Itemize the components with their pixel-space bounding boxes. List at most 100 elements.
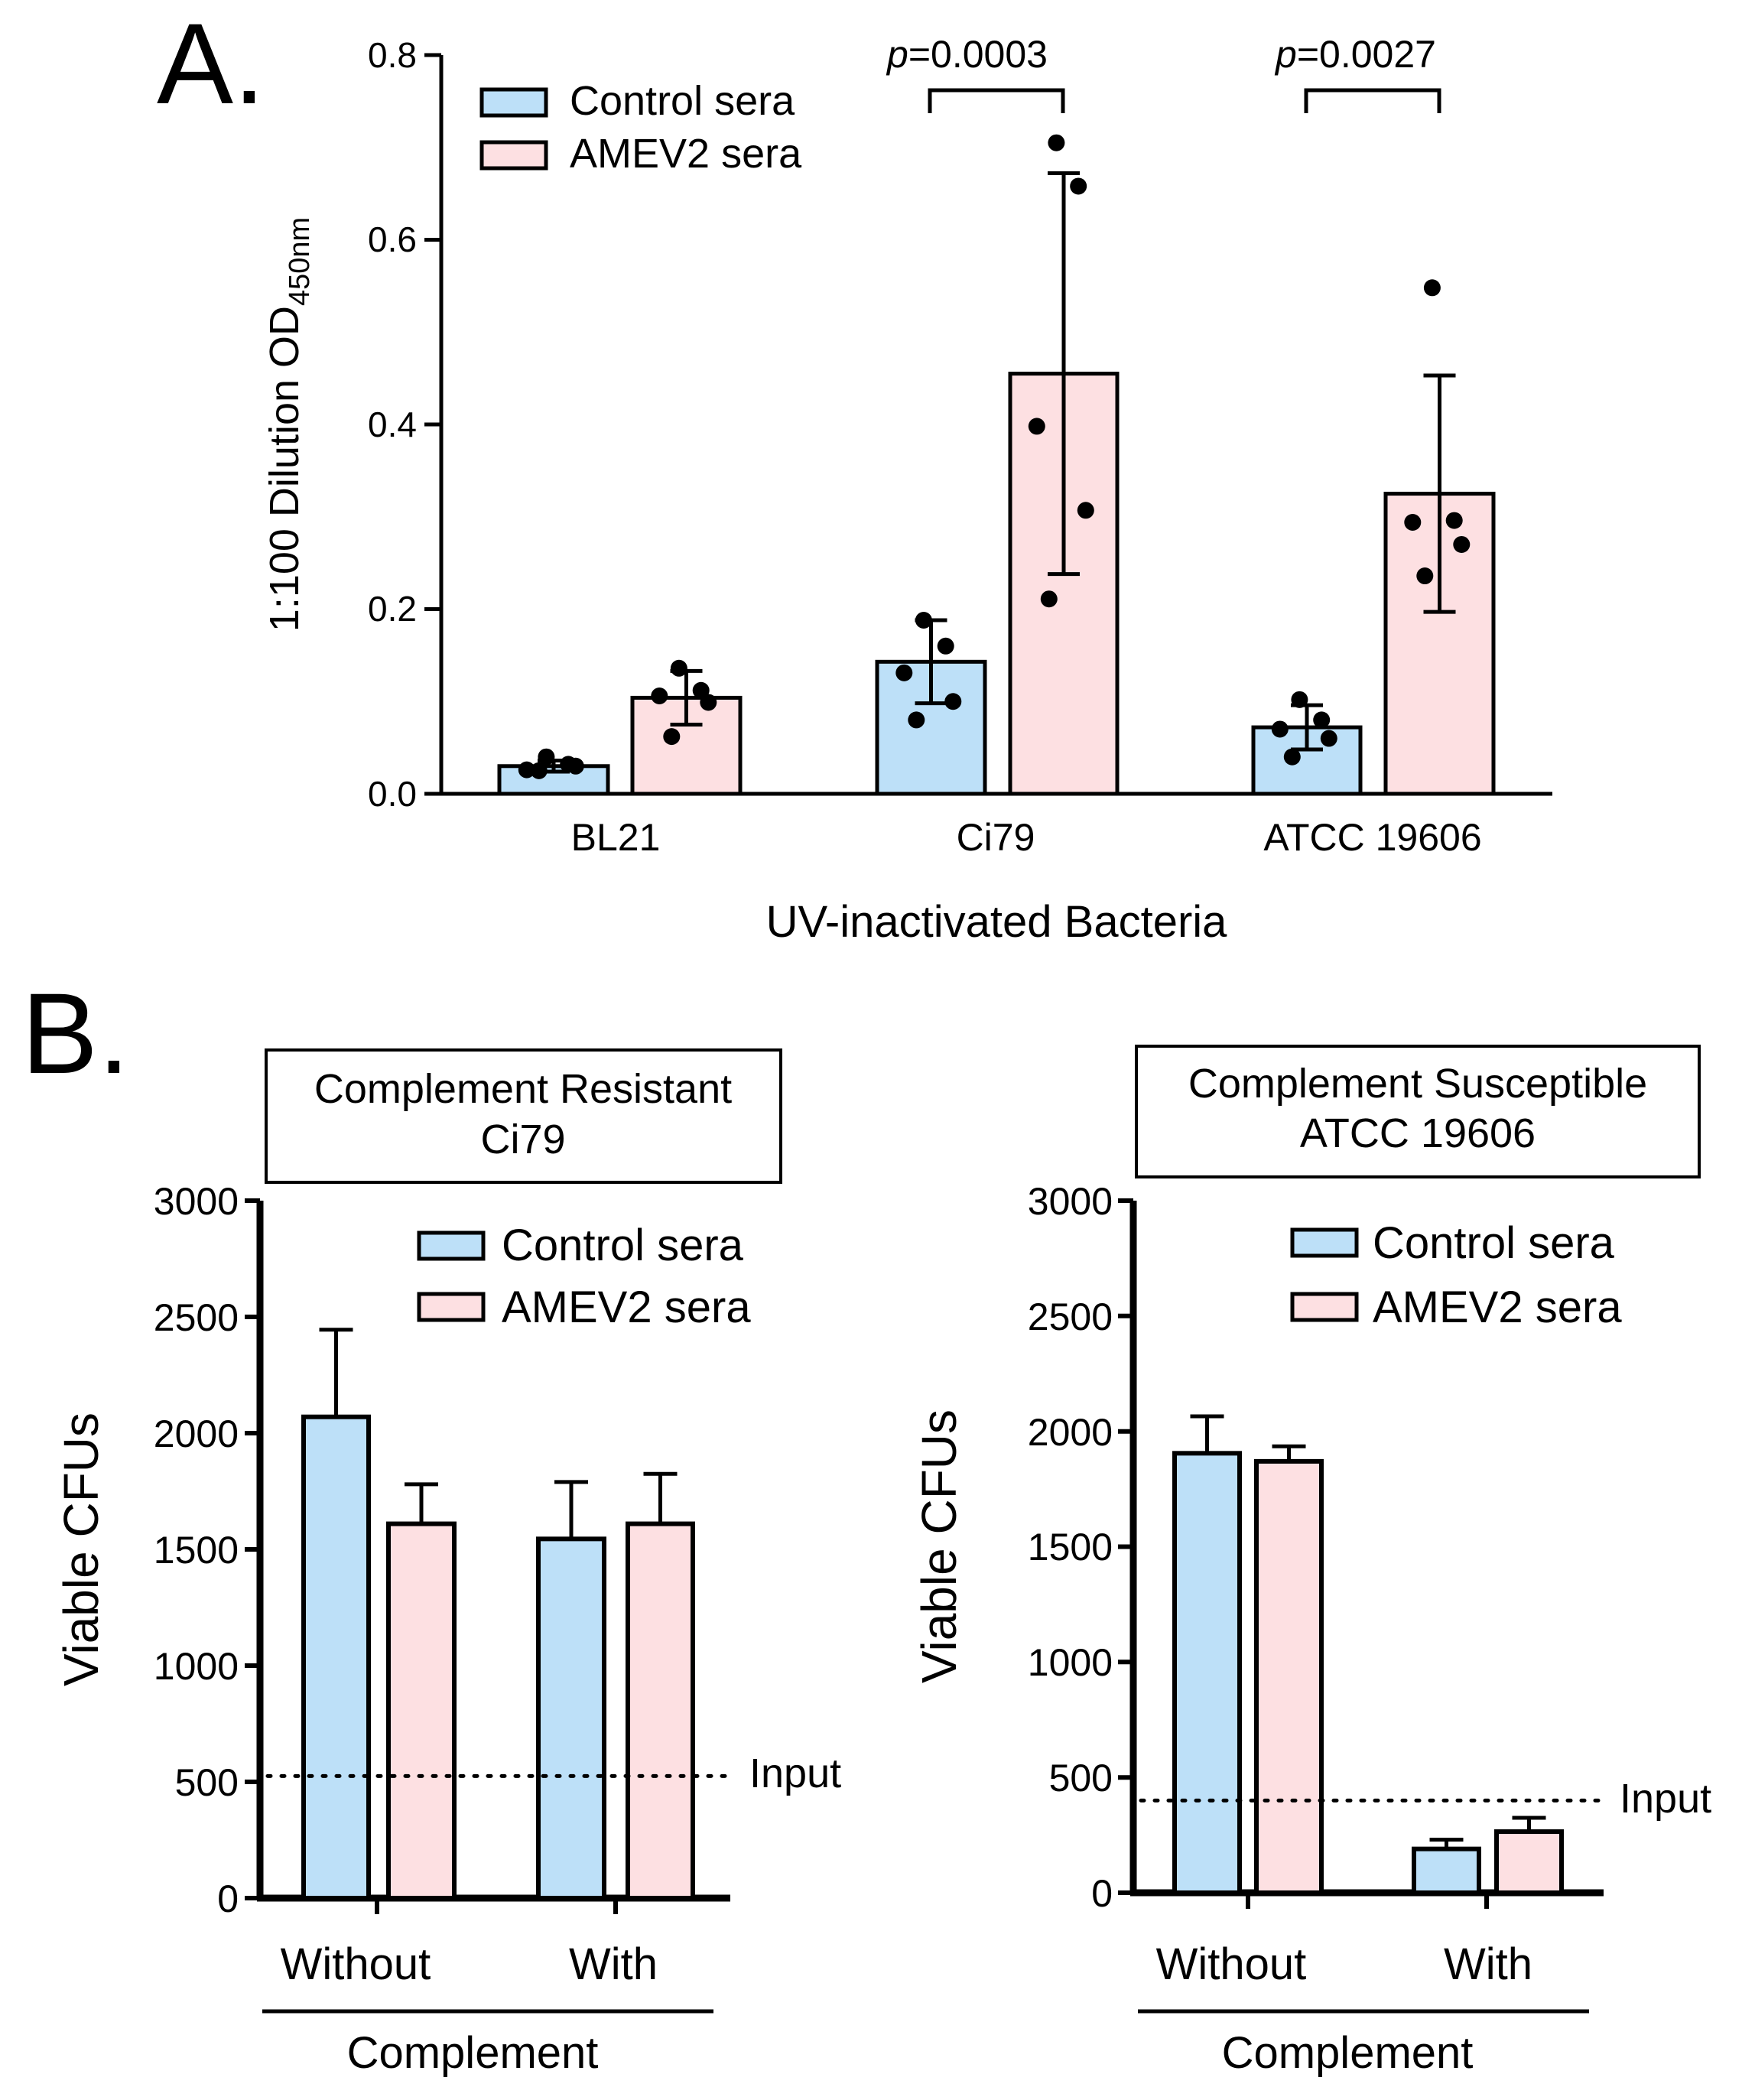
panel-b-left-xtick-label: Without <box>281 1939 431 1989</box>
errorbar-a-ci79-amev2 <box>1048 171 1080 577</box>
panel-b-left-ytick-label: 500 <box>175 1761 239 1804</box>
errorbar-b-right-with-amev2 <box>1512 1816 1546 1832</box>
point-a-atcc-control <box>1313 711 1331 729</box>
panel-b-right-ytick-label: 2500 <box>1028 1295 1113 1338</box>
point-a-bl21-amev2 <box>651 688 668 705</box>
panel-b-right-input-label: Input <box>1620 1776 1711 1822</box>
point-a-atcc-amev2 <box>1404 513 1422 531</box>
bar-b-left-with-amev2 <box>626 1521 695 1901</box>
point-a-ci79-amev2 <box>1040 590 1058 608</box>
legend-swatch-amev2 <box>1290 1292 1359 1322</box>
panel-a-error-bars <box>538 171 1456 774</box>
panel-b-left-x-axis: Without With Complement <box>257 1894 730 2078</box>
panel-b-right-xtick-label: Without <box>1156 1939 1307 1989</box>
panel-b-left-legend: Control sera AMEV2 sera <box>417 1221 751 1332</box>
point-a-bl21-amev2 <box>700 694 717 711</box>
bar-b-right-without-control <box>1172 1451 1242 1895</box>
legend-swatch-amev2 <box>479 140 548 171</box>
panel-a-x-axis: BL21 Ci79 ATCC 19606 UV-inactivated Bact… <box>441 792 1552 947</box>
panel-b-left-ytick-label: 0 <box>217 1877 239 1920</box>
panel-a: A. 0.0 0.2 0.4 0.6 0.8 1:100 Dilution OD… <box>157 0 1552 947</box>
panel-a-bars <box>497 372 1496 796</box>
errorbar-b-right-without-amev2 <box>1272 1444 1306 1461</box>
point-a-bl21-control <box>518 761 535 779</box>
panel-b-left-bars <box>301 1414 695 1901</box>
panel-b-left-title-line1: Complement Resistant <box>314 1066 732 1112</box>
panel-b-left-title-line2: Ci79 <box>480 1117 565 1162</box>
panel-b-right-ytick-label: 500 <box>1049 1757 1113 1799</box>
panel-a-ytick-label: 0.4 <box>368 405 417 444</box>
point-a-ci79-control <box>915 611 932 629</box>
panel-a-legend: Control sera AMEV2 sera <box>479 78 802 177</box>
panel-a-xtick-label: Ci79 <box>957 816 1035 859</box>
panel-b-left-xtick-label: With <box>569 1939 658 1989</box>
panel-b-right-title-line2: ATCC 19606 <box>1300 1110 1536 1156</box>
point-a-atcc-control <box>1271 720 1289 738</box>
legend-swatch-amev2 <box>417 1292 486 1322</box>
point-a-ci79-amev2 <box>1070 177 1087 195</box>
errorbar-b-left-with-control <box>554 1480 588 1539</box>
point-a-ci79-control <box>908 711 925 729</box>
panel-b-right-bars <box>1172 1451 1564 1896</box>
point-a-bl21-control <box>530 762 548 779</box>
panel-a-ytick-label: 0.2 <box>368 589 417 629</box>
point-a-ci79-control <box>944 693 962 710</box>
errorbar-b-right-with-control <box>1429 1838 1464 1849</box>
panel-b-right-y-axis-title: Viable CFUs <box>912 1409 967 1683</box>
panel-b-left-error-bars <box>319 1328 678 1539</box>
panel-a-y-axis-title: 1:100 Dilution OD450nm <box>262 217 316 632</box>
panel-a-xtick-label: BL21 <box>571 816 661 859</box>
legend-swatch-control <box>417 1230 486 1261</box>
bar-b-left-without-amev2 <box>386 1521 457 1901</box>
panel-b-right-ytick-label: 1000 <box>1028 1641 1113 1684</box>
panel-a-x-axis-title: UV-inactivated Bacteria <box>766 897 1228 947</box>
panel-a-label: A. <box>157 0 265 128</box>
p-value-atcc-value: =0.0027 <box>1297 33 1436 76</box>
panel-a-y-axis-title-sub: 450nm <box>284 217 316 306</box>
point-a-bl21-control <box>538 748 555 766</box>
panel-b-right: Complement Susceptible ATCC 19606 0 500 … <box>912 1045 1711 2078</box>
legend-label-control: Control sera <box>1373 1218 1615 1268</box>
panel-b-right-legend: Control sera AMEV2 sera <box>1290 1218 1622 1332</box>
point-a-atcc-amev2 <box>1423 279 1441 297</box>
panel-a-y-axis: 0.0 0.2 0.4 0.6 0.8 1:100 Dilution OD450… <box>262 35 444 814</box>
point-a-ci79-control <box>937 637 954 655</box>
errorbar-b-right-without-control <box>1190 1414 1224 1454</box>
panel-b-left-y-axis-title: Viable CFUs <box>54 1412 109 1686</box>
panel-b-right-x-axis-title: Complement <box>1222 2028 1474 2078</box>
point-a-ci79-amev2 <box>1048 134 1065 151</box>
point-a-atcc-amev2 <box>1453 535 1471 553</box>
panel-b-left-y-axis: 0 500 1000 1500 2000 2500 3000 Viable CF… <box>54 1180 264 1920</box>
bar-b-right-without-amev2 <box>1254 1458 1324 1895</box>
panel-a-ytick-label: 0.8 <box>368 35 417 75</box>
bar-b-right-with-control <box>1412 1846 1481 1896</box>
legend-swatch-control <box>479 87 548 118</box>
p-value-atcc: p=0.0027 <box>1274 33 1436 76</box>
panel-b-right-ytick-label: 1500 <box>1028 1526 1113 1568</box>
panel-b-left-ytick-label: 2500 <box>154 1296 239 1339</box>
point-a-atcc-amev2 <box>1445 512 1463 529</box>
point-a-bl21-amev2 <box>663 728 681 746</box>
bar-b-left-with-control <box>536 1536 606 1900</box>
panel-b-right-title-line1: Complement Susceptible <box>1188 1061 1647 1107</box>
panel-b-label: B. <box>21 969 130 1097</box>
point-a-ci79-amev2 <box>1028 418 1045 435</box>
point-a-atcc-control <box>1291 691 1308 708</box>
point-a-atcc-control <box>1283 748 1301 766</box>
legend-label-control: Control sera <box>570 78 795 124</box>
panel-b-right-xtick-label: With <box>1444 1939 1532 1989</box>
p-value-atcc-label: p <box>1274 33 1297 76</box>
panel-a-y-axis-title-main: 1:100 Dilution OD <box>262 306 307 632</box>
p-value-ci79-value: =0.0003 <box>908 33 1048 76</box>
point-a-ci79-control <box>895 664 913 681</box>
panel-b-left-ytick-label: 1500 <box>154 1529 239 1572</box>
panel-b-left-input-label: Input <box>749 1751 841 1796</box>
panel-b-left-ytick-label: 3000 <box>154 1180 239 1223</box>
point-a-bl21-control <box>567 757 584 775</box>
panel-b-right-ytick-label: 3000 <box>1028 1180 1113 1223</box>
panel-b-left-title-box <box>265 1048 782 1184</box>
legend-label-amev2: AMEV2 sera <box>1373 1282 1622 1332</box>
panel-b-left: Complement Resistant Ci79 0 500 1000 150… <box>54 1048 841 2078</box>
panel-b-right-y-axis: 0 500 1000 1500 2000 2500 3000 Viable CF… <box>912 1180 1137 1915</box>
